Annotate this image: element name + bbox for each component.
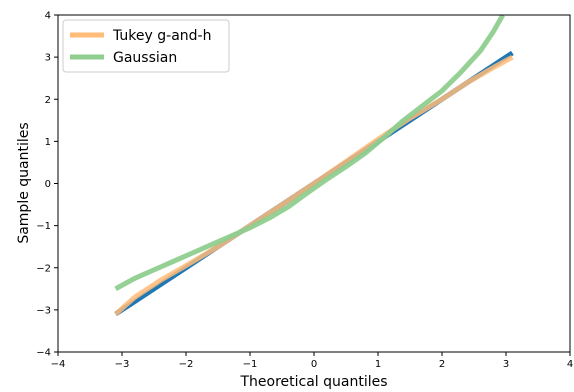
x-tick-label: −4 [51, 359, 66, 370]
x-tick-label: 2 [439, 359, 445, 370]
x-tick-label: 3 [503, 359, 509, 370]
x-tick-label: 0 [311, 359, 317, 370]
series-layer [113, 15, 514, 317]
y-tick-label: −2 [36, 263, 51, 274]
y-tick-label: 3 [45, 53, 51, 64]
y-tick-label: −4 [36, 348, 51, 359]
x-tick-label: 4 [567, 359, 573, 370]
y-tick-label: 2 [45, 95, 51, 106]
x-tick-label: −1 [243, 359, 258, 370]
y-tick-label: 4 [45, 11, 51, 22]
x-tick-label: −3 [115, 359, 130, 370]
series-line-tukey [113, 54, 514, 316]
x-tick-label: 1 [375, 359, 381, 370]
legend-box [62, 19, 230, 73]
series-line-gaussian [114, 15, 505, 292]
legend-label-gaussian: Gaussian [113, 50, 177, 66]
y-tick-label: −1 [36, 221, 51, 232]
legend: Tukey g-and-h Gaussian [62, 19, 230, 73]
y-axis-label: Sample quantiles [16, 122, 32, 243]
x-axis-label: Theoretical quantiles [239, 374, 387, 390]
axis-ticks: −4 −3 −2 −1 0 1 2 3 4 −4 −3 −2 −1 0 1 2 3 4 [36, 11, 573, 371]
x-tick-label: −2 [179, 359, 194, 370]
y-tick-label: 1 [45, 137, 51, 148]
legend-label-tukey: Tukey g-and-h [112, 28, 211, 44]
y-tick-label: 0 [45, 179, 51, 190]
y-tick-label: −3 [36, 305, 51, 316]
